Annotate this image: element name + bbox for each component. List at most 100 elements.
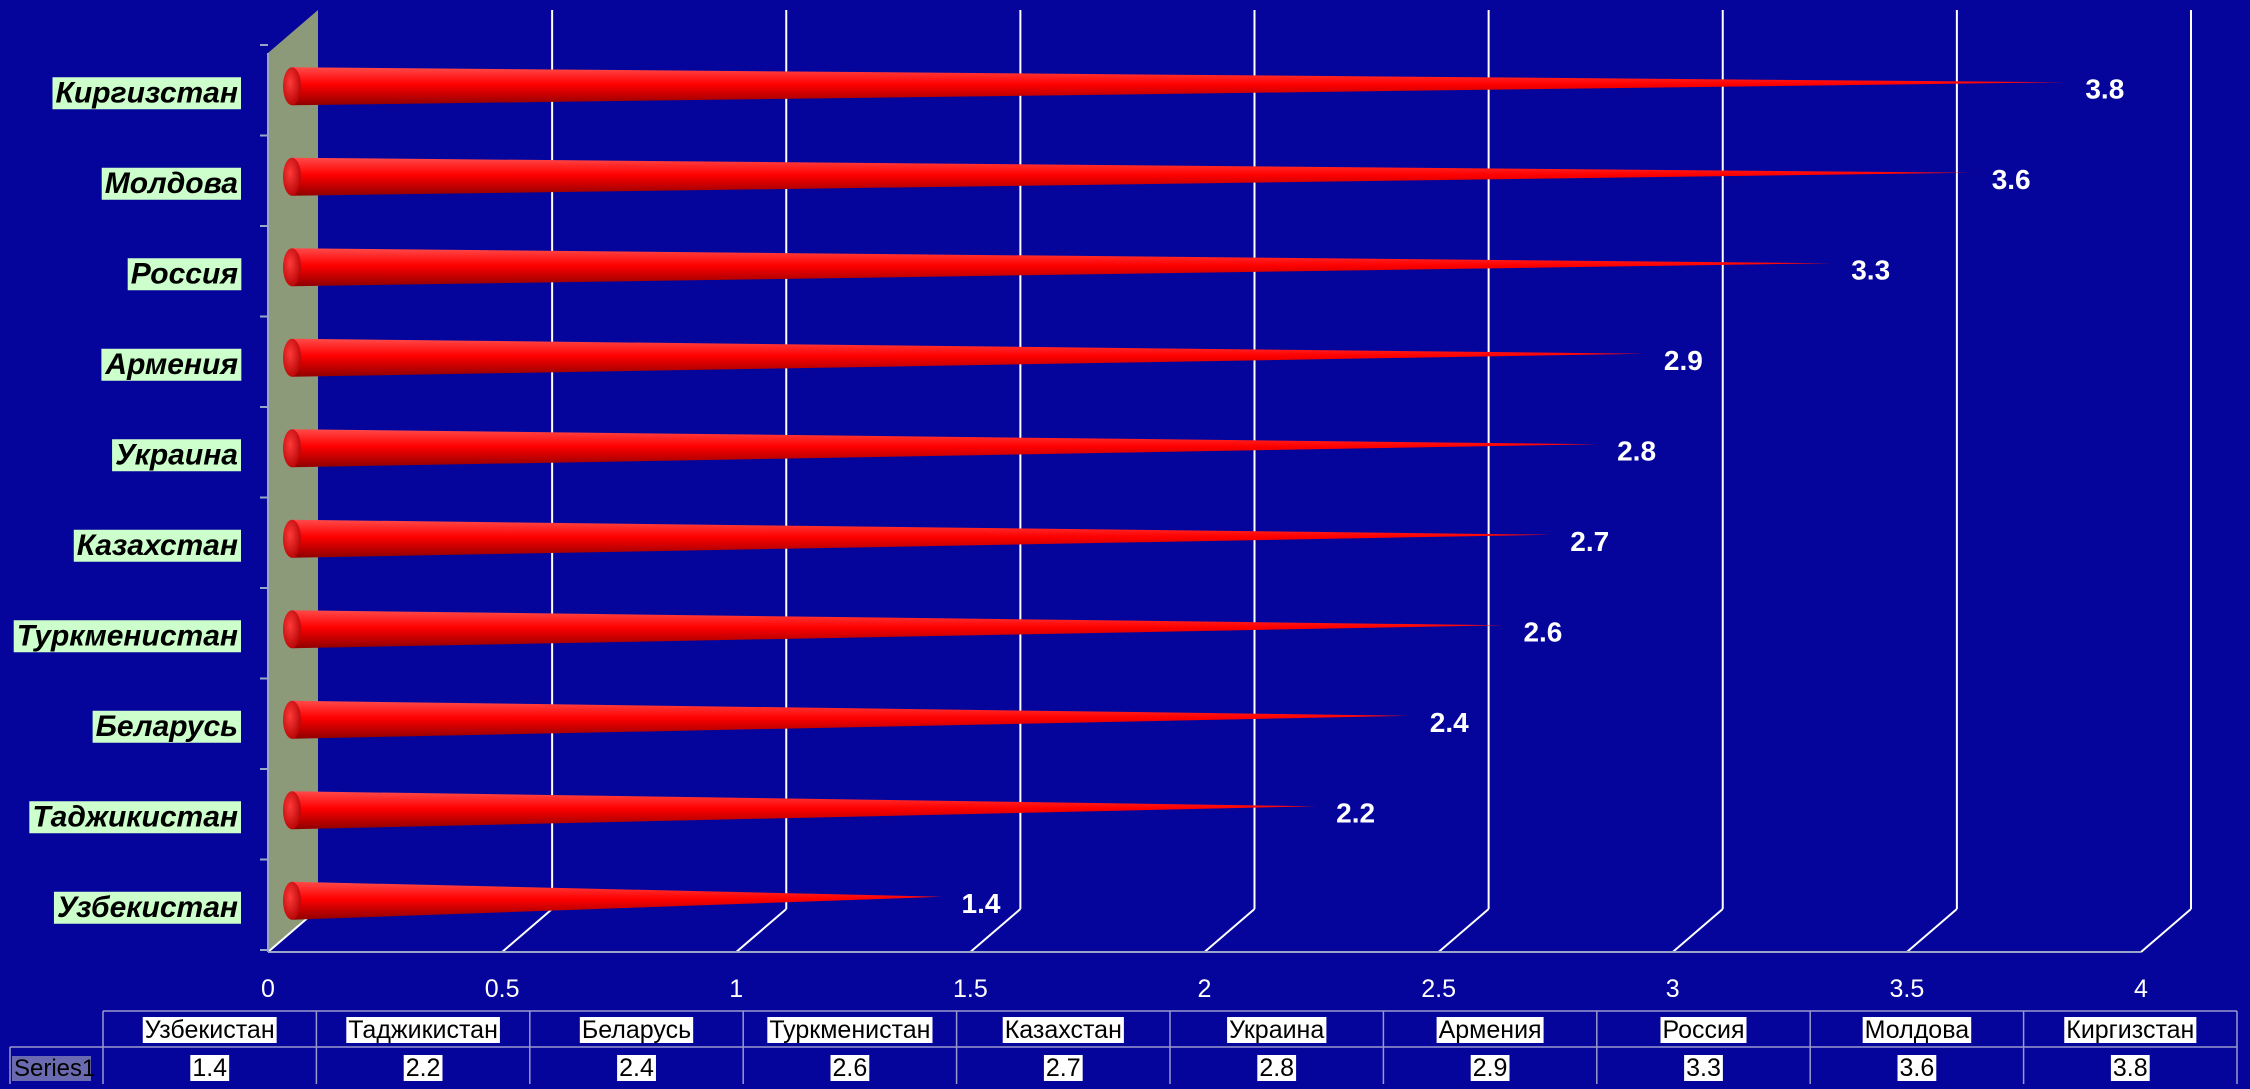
x-tick-label: 2.5 bbox=[1421, 975, 1456, 1003]
category-label: Россия bbox=[131, 257, 239, 290]
table-value-cell: 2.7 bbox=[1046, 1054, 1081, 1082]
category-label: Таджикистан bbox=[32, 800, 238, 833]
data-label: 2.8 bbox=[1617, 435, 1656, 466]
floor-gridline bbox=[1906, 908, 1958, 953]
table-value-cell-bg bbox=[1043, 1055, 1083, 1081]
table-header-cell: Россия bbox=[1663, 1016, 1745, 1044]
category-label-bg bbox=[53, 891, 241, 924]
table-header-cell: Туркменистан bbox=[769, 1016, 930, 1044]
category-label-bg bbox=[101, 167, 241, 200]
floor-gridline bbox=[1672, 908, 1724, 953]
floor-gridline bbox=[2140, 908, 2192, 953]
table-header-cell: Узбекистан bbox=[145, 1016, 275, 1044]
table-header-cell-bg bbox=[1660, 1017, 1747, 1043]
x-tick-label: 4 bbox=[2134, 975, 2148, 1003]
cone-bar bbox=[292, 338, 1644, 377]
table-header-cell-bg bbox=[767, 1017, 933, 1043]
table-header-cell-bg bbox=[2064, 1017, 2197, 1043]
category-label: Казахстан bbox=[77, 529, 238, 562]
category-label: Армения bbox=[104, 348, 238, 381]
table-header-cell: Беларусь bbox=[582, 1016, 691, 1044]
table-value-cell-bg bbox=[2110, 1055, 2150, 1081]
data-label: 1.4 bbox=[962, 888, 1001, 919]
table-value-cell: 3.8 bbox=[2113, 1054, 2148, 1082]
category-label-bg bbox=[73, 529, 241, 562]
cone-bar bbox=[292, 248, 1832, 287]
table-series-name: Series1 bbox=[14, 1055, 95, 1082]
x-tick-label: 2 bbox=[1198, 975, 1212, 1003]
cone-base bbox=[283, 429, 301, 468]
table-value-cell-bg bbox=[1470, 1055, 1510, 1081]
x-tick-label: 0.5 bbox=[485, 975, 520, 1003]
floor-gridline bbox=[735, 908, 787, 953]
table-header-cell-bg bbox=[142, 1017, 277, 1043]
category-label: Молдова bbox=[105, 167, 238, 200]
cone-base bbox=[283, 791, 301, 830]
cone-bar bbox=[292, 791, 1317, 830]
table-value-cell-bg bbox=[830, 1055, 870, 1081]
cone-base bbox=[283, 248, 301, 287]
cone-bar bbox=[292, 67, 2066, 106]
table-value-cell: 1.4 bbox=[192, 1054, 227, 1082]
table-header-cell-bg bbox=[1227, 1017, 1327, 1043]
table-value-cell-bg bbox=[1897, 1055, 1937, 1081]
table-value-cell-bg bbox=[1257, 1055, 1297, 1081]
x-tick-label: 1.5 bbox=[953, 975, 988, 1003]
table-value-cell: 2.9 bbox=[1473, 1054, 1508, 1082]
cone-bar bbox=[292, 610, 1504, 649]
cone-base bbox=[283, 881, 301, 920]
category-label: Узбекистан bbox=[57, 891, 238, 924]
data-label: 3.3 bbox=[1851, 254, 1890, 285]
x-tick-label: 3.5 bbox=[1889, 975, 1924, 1003]
category-label-bg bbox=[127, 258, 242, 291]
floor-gridline bbox=[1437, 908, 1490, 953]
cone-base bbox=[283, 610, 301, 649]
cone-bar bbox=[292, 429, 1598, 468]
table-value-cell: 2.8 bbox=[1259, 1054, 1294, 1082]
table-value-cell-bg bbox=[1684, 1055, 1723, 1081]
table-header-cell-bg bbox=[346, 1017, 500, 1043]
table-value-cell-bg bbox=[403, 1055, 443, 1081]
table-header-cell-bg bbox=[1436, 1017, 1544, 1043]
category-label-bg bbox=[92, 710, 241, 743]
data-label: 3.6 bbox=[1992, 164, 2031, 195]
floor-gridline bbox=[501, 908, 553, 953]
category-label-bg bbox=[101, 348, 242, 381]
table-header-cell-bg bbox=[1862, 1017, 1972, 1043]
data-label: 3.8 bbox=[2085, 73, 2124, 104]
cone-bar bbox=[292, 157, 1972, 196]
table-header-cell: Казахстан bbox=[1005, 1016, 1122, 1044]
x-tick-label: 0 bbox=[261, 975, 275, 1003]
data-label: 2.4 bbox=[1430, 707, 1469, 738]
table-header-cell-bg bbox=[1002, 1017, 1124, 1043]
cone-base bbox=[283, 700, 301, 739]
data-label: 2.2 bbox=[1336, 797, 1375, 828]
category-label-bg bbox=[13, 620, 241, 653]
cone-bar bbox=[292, 700, 1410, 739]
table-value-cell: 2.2 bbox=[406, 1054, 441, 1082]
category-label: Украина bbox=[115, 438, 238, 471]
table-value-cell: 2.6 bbox=[833, 1054, 868, 1082]
data-label: 2.7 bbox=[1570, 526, 1609, 557]
category-label: Киргизстан bbox=[55, 76, 238, 109]
x-tick-label: 1 bbox=[729, 975, 743, 1003]
table-value-cell: 3.6 bbox=[1900, 1054, 1935, 1082]
cone-base bbox=[283, 519, 301, 558]
table-value-cell-bg bbox=[190, 1055, 230, 1081]
data-label: 2.9 bbox=[1664, 345, 1703, 376]
cone-base bbox=[283, 157, 301, 196]
table-value-cell: 2.4 bbox=[619, 1054, 654, 1082]
category-label-bg bbox=[112, 439, 241, 472]
floor-gridline bbox=[969, 908, 1022, 953]
cone-bar bbox=[292, 881, 942, 920]
table-value-cell-bg bbox=[617, 1055, 656, 1081]
table-series-name-bg bbox=[12, 1056, 91, 1081]
table-header-cell-bg bbox=[579, 1017, 694, 1043]
category-label-bg bbox=[52, 77, 241, 110]
category-label: Туркменистан bbox=[17, 619, 238, 652]
table-header-cell: Молдова bbox=[1865, 1016, 1970, 1044]
cone-bar bbox=[292, 519, 1551, 558]
category-label-bg bbox=[29, 801, 241, 834]
